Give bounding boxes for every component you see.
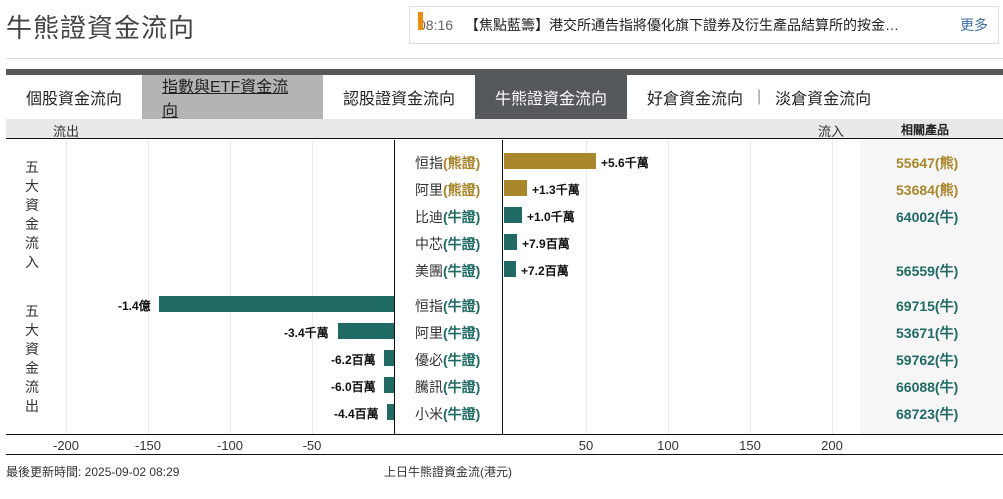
inflow-bar[interactable] [504,207,522,223]
category-label: 騰訊(牛證) [415,379,481,395]
category-label: 比迪(牛證) [415,209,481,225]
related-products-header: 相關產品 [901,123,950,137]
chart-caption: 上日牛熊證資金流(港元) [384,465,512,479]
inflow-header: 流入 [818,124,845,139]
category-label: 阿里(牛證) [415,325,481,341]
x-axis: -200 -150 -100 -50 50 100 150 200 [6,434,1003,455]
related-product-link[interactable]: 59762(牛) [896,352,959,368]
page-title: 牛熊證資金流向 [6,13,196,43]
outflow-header: 流出 [53,124,80,139]
category-label: 小米(牛證) [415,406,481,422]
related-products-column [860,140,1003,435]
x-tick: -100 [216,438,244,453]
category-label: 阿里(熊證) [415,182,481,198]
tab-warrant-fund-flow[interactable]: 認股證資金流向 [343,91,456,108]
related-product-link[interactable]: 55647(熊) [896,155,959,171]
tab-stock-fund-flow[interactable]: 個股資金流向 [26,91,123,108]
last-updated: 最後更新時間: 2025-09-02 08:29 [6,465,180,479]
category-label: 恒指(熊證) [415,155,481,171]
related-product-link[interactable]: 64002(牛) [896,209,959,225]
outflow-side-text: 五大資金流出 [25,303,39,414]
related-product-link[interactable]: 66088(牛) [896,379,959,395]
outflow-row[interactable]: 優必(牛證) -6.2百萬 59762(牛) [6,345,1003,372]
news-ticker[interactable]: 08:16 【焦點藍籌】港交所通告指將優化旗下證券及衍生產品結算所的按金… 更多 [409,6,999,44]
bar-value-label: +5.6千萬 [601,156,649,170]
outflow-bar[interactable] [338,323,394,339]
gridline [230,140,231,435]
category-label: 優必(牛證) [415,352,481,368]
gridline [832,140,833,435]
x-tick: -200 [52,438,80,453]
inflow-bar[interactable] [504,153,596,169]
outflow-bar[interactable] [384,377,394,393]
tab-cbbc-fund-flow[interactable]: 牛熊證資金流向 [475,75,627,119]
outflow-row[interactable]: 小米(牛證) -4.4百萬 68723(牛) [6,399,1003,426]
fund-flow-chart: 五大資金流入 五大資金流出 恒指(熊證) +5.6千萬 55647(熊) 阿里(… [6,140,1003,435]
bar-value-label: -6.0百萬 [331,380,376,394]
tab-long-fund-flow[interactable]: 好倉資金流向 [647,91,744,108]
outflow-bar[interactable] [387,404,394,420]
inflow-row[interactable]: 美團(牛證) +7.2百萬 56559(牛) [6,256,1003,283]
related-product-link[interactable]: 56559(牛) [896,263,959,279]
gridline [586,140,587,435]
inflow-bar[interactable] [504,261,516,277]
x-tick: 50 [578,438,594,453]
inflow-bar[interactable] [504,180,527,196]
category-label: 美團(牛證) [415,263,481,279]
x-tick: -50 [302,438,322,453]
category-label: 中芯(牛證) [415,236,481,252]
column-header: 流出 流入 相關產品 [6,119,1003,139]
news-time: 08:16 [418,17,454,33]
inflow-row[interactable]: 恒指(熊證) +5.6千萬 55647(熊) [6,148,1003,175]
gridline [148,140,149,435]
tab-bar: 個股資金流向 指數與ETF資金流向 認股證資金流向 牛熊證資金流向 好倉資金流向… [6,69,1003,120]
inflow-row[interactable]: 阿里(熊證) +1.3千萬 53684(熊) [6,175,1003,202]
bar-value-label: +7.9百萬 [522,237,570,251]
gridline [750,140,751,435]
gridline [66,140,67,435]
related-product-link[interactable]: 69715(牛) [896,298,959,314]
x-tick: 150 [739,438,761,453]
outflow-row[interactable]: 恒指(牛證) -1.4億 69715(牛) [6,291,1003,318]
x-tick: 100 [657,438,679,453]
category-label: 恒指(牛證) [415,298,481,314]
bar-value-label: -3.4千萬 [284,326,329,340]
outflow-row[interactable]: 阿里(牛證) -3.4千萬 53671(牛) [6,318,1003,345]
news-accent-bar [418,12,423,30]
gridline [668,140,669,435]
category-label-box [394,140,503,435]
tab-short-fund-flow[interactable]: 淡倉資金流向 [775,91,872,108]
outflow-bar[interactable] [159,296,394,312]
header-divider [6,58,1003,59]
bar-value-label: -4.4百萬 [334,407,379,421]
inflow-side-text: 五大資金流入 [25,159,39,270]
outflow-bar[interactable] [384,350,394,366]
more-news-link[interactable]: 更多 [960,17,988,33]
inflow-row[interactable]: 比迪(牛證) +1.0千萬 64002(牛) [6,202,1003,229]
news-headline-link[interactable]: 【焦點藍籌】港交所通告指將優化旗下證券及衍生產品結算所的按金… [465,17,900,33]
tab-index-etf-fund-flow[interactable]: 指數與ETF資金流向 [142,75,323,120]
inflow-bar[interactable] [504,234,517,250]
inflow-side-label: 五大資金流入 [24,158,40,272]
tab-separator: | [757,88,762,105]
related-product-link[interactable]: 68723(牛) [896,406,959,422]
bar-value-label: +7.2百萬 [521,264,569,278]
bar-value-label: -6.2百萬 [331,353,376,367]
bar-value-label: +1.0千萬 [527,210,575,224]
outflow-row[interactable]: 騰訊(牛證) -6.0百萬 66088(牛) [6,372,1003,399]
inflow-row[interactable]: 中芯(牛證) +7.9百萬 [6,229,1003,256]
x-tick: 200 [821,438,843,453]
gridline [312,140,313,435]
related-product-link[interactable]: 53684(熊) [896,182,959,198]
bar-value-label: +1.3千萬 [532,183,580,197]
outflow-side-label: 五大資金流出 [24,302,40,416]
related-product-link[interactable]: 53671(牛) [896,325,959,341]
x-tick: -150 [134,438,162,453]
bar-value-label: -1.4億 [118,299,151,313]
